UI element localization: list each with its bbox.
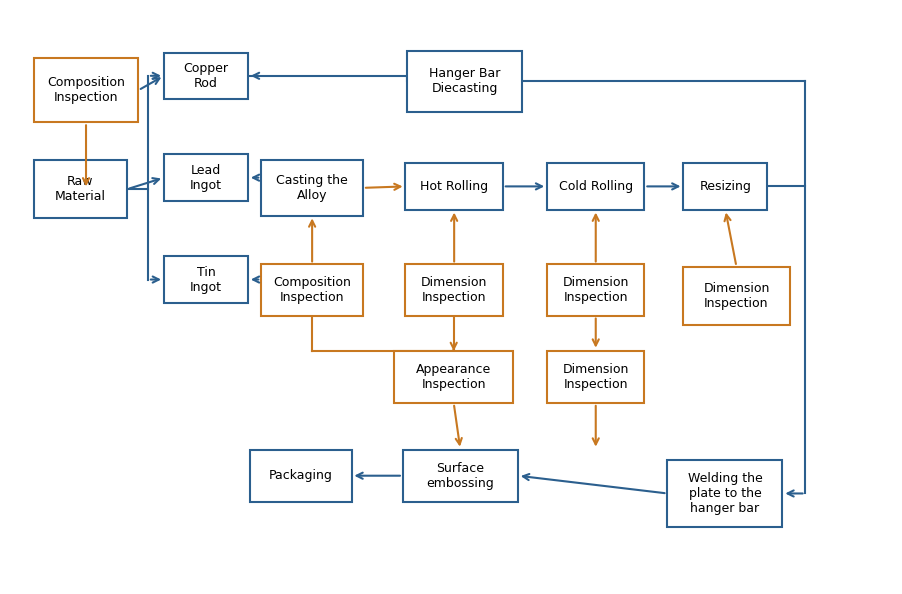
- Text: Surface
embossing: Surface embossing: [426, 462, 493, 489]
- FancyBboxPatch shape: [405, 163, 502, 210]
- FancyBboxPatch shape: [393, 350, 513, 403]
- Text: Dimension
Inspection: Dimension Inspection: [562, 363, 628, 391]
- Text: Dimension
Inspection: Dimension Inspection: [420, 276, 487, 304]
- FancyBboxPatch shape: [164, 154, 248, 201]
- FancyBboxPatch shape: [164, 52, 248, 99]
- FancyBboxPatch shape: [402, 450, 518, 502]
- Text: Lead
Ingot: Lead Ingot: [189, 164, 222, 192]
- Text: Dimension
Inspection: Dimension Inspection: [562, 276, 628, 304]
- FancyBboxPatch shape: [33, 160, 126, 219]
- Text: Dimension
Inspection: Dimension Inspection: [703, 282, 769, 310]
- Text: Composition
Inspection: Composition Inspection: [273, 276, 351, 304]
- FancyBboxPatch shape: [547, 350, 644, 403]
- Text: Cold Rolling: Cold Rolling: [558, 180, 632, 193]
- Text: Casting the
Alloy: Casting the Alloy: [276, 174, 347, 202]
- FancyBboxPatch shape: [261, 264, 363, 315]
- FancyBboxPatch shape: [547, 163, 644, 210]
- FancyBboxPatch shape: [667, 460, 782, 527]
- FancyBboxPatch shape: [683, 163, 767, 210]
- Text: Packaging: Packaging: [269, 469, 332, 482]
- Text: Welding the
plate to the
hanger bar: Welding the plate to the hanger bar: [686, 472, 761, 515]
- FancyBboxPatch shape: [683, 267, 788, 325]
- Text: Resizing: Resizing: [699, 180, 750, 193]
- FancyBboxPatch shape: [547, 264, 644, 315]
- Text: Hanger Bar
Diecasting: Hanger Bar Diecasting: [428, 67, 500, 95]
- Text: Composition
Inspection: Composition Inspection: [47, 77, 124, 105]
- FancyBboxPatch shape: [164, 256, 248, 303]
- FancyBboxPatch shape: [33, 58, 138, 122]
- Text: Raw
Material: Raw Material: [55, 175, 106, 203]
- FancyBboxPatch shape: [261, 160, 363, 216]
- FancyBboxPatch shape: [407, 50, 521, 112]
- FancyBboxPatch shape: [405, 264, 502, 315]
- Text: Copper
Rod: Copper Rod: [183, 62, 228, 90]
- Text: Tin
Ingot: Tin Ingot: [189, 266, 222, 293]
- FancyBboxPatch shape: [250, 450, 351, 502]
- Text: Appearance
Inspection: Appearance Inspection: [416, 363, 491, 391]
- Text: Hot Rolling: Hot Rolling: [419, 180, 488, 193]
